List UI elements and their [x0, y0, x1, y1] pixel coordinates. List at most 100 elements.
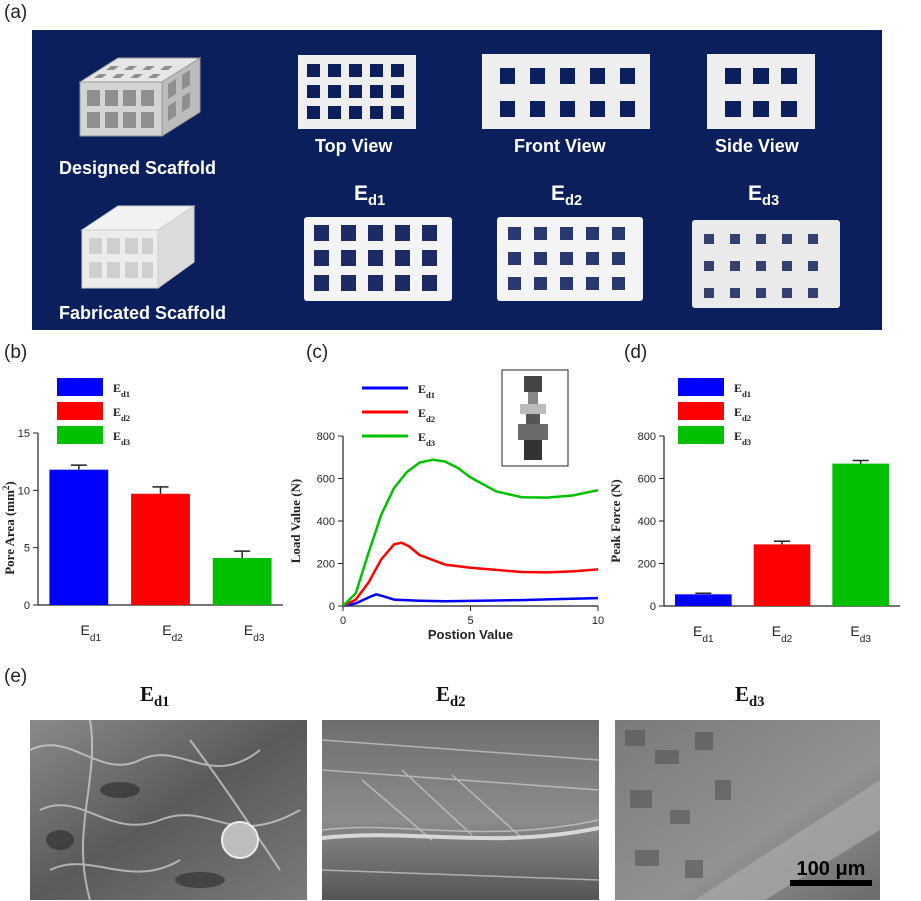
legend-label: Ed3 [113, 429, 131, 447]
x-tick-label: Ed2 [162, 622, 183, 644]
pore [730, 261, 740, 271]
fabricated-label-ed3: Ed3 [748, 182, 779, 209]
x-tick-label: Ed1 [81, 622, 102, 644]
pore [370, 64, 383, 77]
pore [370, 106, 383, 119]
pore [612, 277, 625, 290]
pore [395, 250, 410, 266]
pore [753, 101, 769, 117]
y-tick-label: 0 [329, 601, 335, 613]
tensile-tester-photo [501, 369, 569, 467]
pore [341, 250, 356, 266]
pore [590, 101, 605, 117]
y-tick-label: 200 [638, 559, 656, 571]
position-xlabel: Postion Value [428, 627, 513, 642]
bar-ed2 [131, 493, 190, 605]
pore [395, 225, 410, 241]
pore [756, 234, 766, 244]
pore [782, 261, 792, 271]
y-tick-label: 600 [638, 474, 656, 486]
pore [391, 106, 404, 119]
pore [422, 275, 437, 291]
legend-label: Ed3 [418, 430, 436, 448]
sem-title-ed3: Ed3 [735, 682, 765, 711]
pore-area-chart: Pore Area (mm2) 0 5 10 15 Ed1 Ed2 Ed3 Ed1 Ed2 Ed3 [1, 378, 283, 644]
pore [753, 68, 769, 84]
load-value-chart: 0 200 400 600 800 0 5 10 Postion Value Load Value… [288, 369, 604, 642]
pore [781, 101, 797, 117]
sem-title-ed2: Ed2 [436, 682, 466, 711]
pore [391, 64, 404, 77]
pore [808, 288, 818, 298]
pore [508, 252, 521, 265]
pore [612, 252, 625, 265]
pore [500, 68, 515, 84]
pore [560, 252, 573, 265]
y-tick-label: 600 [317, 474, 335, 486]
x-tick-label: Ed2 [772, 623, 793, 645]
side-view-label: Side View [715, 136, 799, 156]
pore [307, 106, 320, 119]
pore [704, 288, 714, 298]
bar-ed2 [753, 544, 811, 606]
sem-image-ed3: 100 μm [615, 720, 880, 900]
sem-title-ed1: Ed1 [140, 682, 170, 711]
pore [530, 68, 545, 84]
panel-label-e: (e) [4, 666, 28, 687]
pore [704, 234, 714, 244]
sem-title-ed1-text: Ed1 [140, 682, 170, 711]
load-value-ylabel: Load Value (N) [288, 479, 303, 564]
scale-bar-label: 100 μm [797, 858, 866, 880]
pore [508, 227, 521, 240]
pore [349, 106, 362, 119]
legend-label: Ed1 [113, 381, 130, 399]
x-tick-label: Ed3 [244, 622, 265, 644]
panel-label-c: (c) [306, 342, 329, 363]
pore [612, 227, 625, 240]
pore [534, 227, 547, 240]
side-view-image [707, 54, 815, 129]
pore [782, 288, 792, 298]
fabricated-view-ed2 [497, 217, 643, 301]
pore [370, 85, 383, 98]
y-tick-label: 400 [638, 516, 656, 528]
scale-bar [790, 880, 872, 886]
top-view-label: Top View [315, 136, 393, 156]
pore [590, 68, 605, 84]
pore [307, 64, 320, 77]
bar-ed1 [49, 469, 109, 605]
panel-label-a: (a) [4, 2, 28, 23]
peak-force-chart: 0 200 400 600 800 Peak Force (N) Ed1 Ed2 Ed3 Ed1 E… [608, 378, 900, 645]
pore [782, 234, 792, 244]
sem-title-ed3-text: Ed3 [735, 682, 765, 711]
pore [422, 225, 437, 241]
pore [314, 250, 329, 266]
pore [341, 225, 356, 241]
pore [530, 101, 545, 117]
front-view-label: Front View [514, 136, 606, 156]
legend-label: Ed1 [734, 381, 751, 399]
y-tick-label: 0 [650, 601, 656, 613]
bar-ed3 [832, 463, 889, 606]
pore [704, 261, 714, 271]
pore [500, 101, 515, 117]
pore [314, 275, 329, 291]
pore [391, 85, 404, 98]
pore [368, 225, 383, 241]
pore [586, 277, 599, 290]
pore [395, 275, 410, 291]
pore [586, 252, 599, 265]
x-tick-label: Ed3 [850, 623, 871, 645]
bar-ed3 [212, 557, 272, 605]
pore [328, 85, 341, 98]
ed3-text: Ed3 [748, 182, 780, 210]
legend-swatch [57, 402, 103, 420]
pore [560, 68, 575, 84]
y-tick-label: 5 [24, 543, 30, 555]
fabricated-label-ed2: Ed2 [551, 182, 582, 209]
legend-label: Ed3 [734, 429, 752, 447]
legend-label: Ed2 [418, 406, 435, 424]
fabricated-label-ed1: Ed1 [354, 182, 385, 209]
pore [368, 250, 383, 266]
y-tick-label: 0 [24, 600, 30, 612]
